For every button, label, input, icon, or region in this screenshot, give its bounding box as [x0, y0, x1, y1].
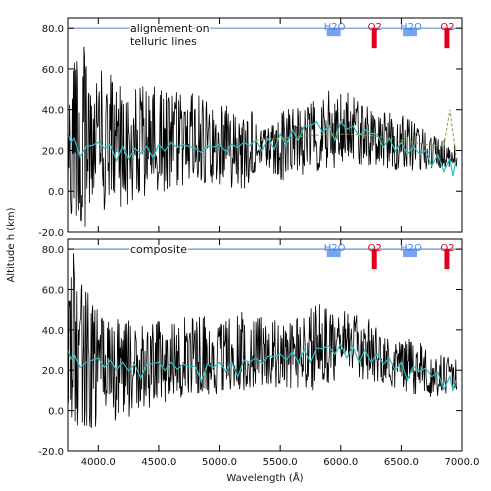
y-axis-label: Altitude h (km) — [6, 207, 17, 282]
series-line-2 — [68, 120, 457, 177]
x-tick-label: 5500.0 — [263, 457, 298, 468]
y-tick-label: 20.0 — [42, 366, 64, 377]
y-tick-label: 60.0 — [42, 65, 64, 76]
panel-title: composite — [130, 243, 187, 256]
absorption-label-2: O2 — [368, 243, 382, 254]
absorption-band-2 — [371, 28, 377, 49]
panels-layer: H2O O2 H2O O2 -20.0 0.0 20.0 40.0 60.0 80.0 aligne… — [38, 17, 480, 468]
y-tick-label: 40.0 — [42, 326, 64, 337]
absorption-band-1 — [326, 28, 341, 37]
series-line-3 — [255, 109, 457, 155]
absorption-band-4 — [444, 28, 450, 49]
absorption-band-1 — [326, 249, 341, 258]
panel-title: telluric lines — [130, 35, 197, 48]
y-tick-label: 20.0 — [42, 146, 64, 157]
absorption-label-1: H2O — [324, 243, 346, 254]
spectrum-series-1 — [68, 46, 458, 227]
absorption-label-4: O2 — [440, 22, 454, 33]
y-tick-label: 80.0 — [42, 24, 64, 35]
plot-area — [68, 27, 462, 227]
y-tick-label: -20.0 — [38, 228, 64, 239]
absorption-label-3: H2O — [400, 22, 422, 33]
x-axis-label: Wavelength (Å) — [226, 471, 303, 484]
absorption-label-2: O2 — [368, 22, 382, 33]
panel-1: H2O O2 H2O O2 -20.0 0.0 20.0 40.0 60.0 80.0 aligne… — [38, 17, 463, 239]
x-tick-label: 7000.0 — [445, 457, 480, 468]
spectrum-series-1 — [68, 253, 458, 428]
absorption-label-1: H2O — [324, 22, 346, 33]
x-tick-label: 4500.0 — [141, 457, 176, 468]
plot-frame — [67, 17, 463, 233]
y-tick-label: 0.0 — [48, 407, 64, 418]
y-tick-label: 0.0 — [48, 187, 64, 198]
series-line-2 — [68, 342, 457, 393]
x-tick-label: 6000.0 — [323, 457, 358, 468]
absorption-label-3: H2O — [400, 243, 422, 254]
absorption-band-3 — [403, 28, 418, 37]
y-tick-label: -20.0 — [38, 447, 64, 458]
x-tick-label: 5000.0 — [202, 457, 237, 468]
plot-area — [68, 248, 462, 428]
plot-frame — [67, 238, 463, 452]
x-tick-label: 6500.0 — [384, 457, 419, 468]
panel-2: H2O O2 H2O O2 -20.0 0.0 20.0 40.0 60.0 80.0 4000.0… — [38, 238, 480, 468]
absorption-band-3 — [403, 249, 418, 258]
x-tick-label: 4000.0 — [81, 457, 116, 468]
absorption-band-2 — [371, 249, 377, 270]
y-tick-label: 60.0 — [42, 285, 64, 296]
panel-title: alignement on — [130, 22, 210, 35]
y-tick-label: 80.0 — [42, 245, 64, 256]
y-tick-label: 40.0 — [42, 106, 64, 117]
absorption-label-4: O2 — [440, 243, 454, 254]
absorption-band-4 — [444, 249, 450, 270]
